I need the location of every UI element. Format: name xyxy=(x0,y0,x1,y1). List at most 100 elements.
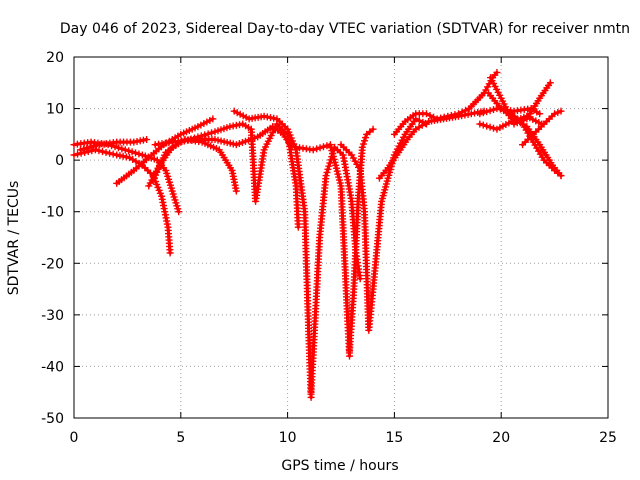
data-point xyxy=(447,111,455,119)
series-layer xyxy=(70,68,565,401)
x-tick-label: 25 xyxy=(599,430,617,446)
data-point xyxy=(324,165,332,173)
y-tick-label: 10 xyxy=(46,102,64,118)
data-point xyxy=(204,130,212,138)
data-point xyxy=(109,150,117,158)
data-point xyxy=(476,110,484,118)
y-tick-label: -10 xyxy=(41,205,64,221)
data-point xyxy=(430,113,438,121)
y-tick-label: 0 xyxy=(55,153,64,169)
data-point xyxy=(360,137,368,145)
data-point xyxy=(235,140,243,148)
data-point xyxy=(132,149,140,157)
y-tick-label: -30 xyxy=(41,308,64,324)
data-point xyxy=(458,108,466,116)
data-point xyxy=(538,120,546,128)
data-point xyxy=(106,149,114,157)
data-point xyxy=(479,109,487,117)
series-arc-20 xyxy=(476,112,546,133)
data-point xyxy=(208,129,216,137)
data-point xyxy=(362,134,370,142)
data-point xyxy=(209,115,217,123)
data-point xyxy=(486,123,494,131)
data-point xyxy=(313,145,321,153)
data-point xyxy=(98,148,106,156)
series-arc-8 xyxy=(230,107,315,401)
data-point xyxy=(166,249,174,257)
data-point xyxy=(125,147,133,155)
data-point xyxy=(323,168,331,176)
series-arc-7 xyxy=(151,123,296,151)
x-tick-label: 5 xyxy=(176,430,185,446)
series-arc-1 xyxy=(70,146,174,257)
data-point xyxy=(232,141,240,149)
data-point xyxy=(83,144,91,152)
data-point xyxy=(490,106,498,114)
data-point xyxy=(229,140,237,148)
series-arc-9 xyxy=(307,143,364,396)
x-tick-label: 0 xyxy=(70,430,79,446)
data-point xyxy=(422,110,430,118)
data-point xyxy=(415,117,423,125)
data-point xyxy=(211,136,219,144)
y-axis-title: SDTVAR / TECUs xyxy=(6,181,22,296)
data-point xyxy=(143,136,151,144)
data-point xyxy=(232,187,240,195)
data-point xyxy=(557,172,565,180)
y-tick-label: -20 xyxy=(41,256,64,272)
data-point xyxy=(175,208,183,216)
data-point xyxy=(433,115,441,123)
x-tick-label: 10 xyxy=(279,430,297,446)
data-point xyxy=(359,140,367,148)
series-arc-3 xyxy=(76,136,151,154)
data-point xyxy=(70,151,78,159)
data-point xyxy=(74,150,82,158)
data-point xyxy=(437,114,445,122)
data-point xyxy=(294,223,302,231)
data-point xyxy=(214,136,222,144)
data-point xyxy=(451,111,459,119)
data-point xyxy=(454,110,462,118)
data-point xyxy=(483,108,491,116)
data-point xyxy=(121,146,129,154)
data-point xyxy=(476,120,484,128)
data-point xyxy=(102,148,110,156)
data-point xyxy=(356,275,364,283)
series-trace xyxy=(72,148,172,255)
data-point xyxy=(316,144,324,152)
data-point xyxy=(319,143,327,151)
data-point xyxy=(223,138,231,146)
data-point xyxy=(309,146,317,154)
data-point xyxy=(483,122,491,130)
data-point xyxy=(238,138,246,146)
series-trace xyxy=(232,109,313,399)
x-tick-label: 15 xyxy=(385,430,403,446)
series-arc-12 xyxy=(337,115,430,334)
plot-frame xyxy=(73,56,609,419)
data-point xyxy=(358,143,366,151)
data-point xyxy=(220,138,228,146)
data-point xyxy=(201,131,209,139)
data-point xyxy=(241,137,249,145)
data-point xyxy=(135,150,143,158)
data-point xyxy=(557,107,565,115)
data-point xyxy=(226,139,234,147)
x-tick-label: 20 xyxy=(492,430,510,446)
data-point xyxy=(486,107,494,115)
data-point xyxy=(86,143,94,151)
data-point xyxy=(479,121,487,129)
data-point xyxy=(80,145,88,153)
data-point xyxy=(251,134,259,142)
data-point xyxy=(128,148,136,156)
y-tick-label: -40 xyxy=(41,359,64,375)
axes: 0 5 10 15 20 25 20 10 0 -10 -20 -30 -40 -50 xyxy=(41,50,617,446)
data-point xyxy=(322,172,330,180)
data-point xyxy=(462,106,470,114)
data-point xyxy=(325,162,333,170)
data-point xyxy=(426,111,434,119)
data-point xyxy=(92,142,100,150)
y-tick-label: 20 xyxy=(46,50,64,66)
y-tick-label: -50 xyxy=(41,411,64,427)
series-arc-14 xyxy=(390,68,501,138)
data-point xyxy=(95,147,103,155)
